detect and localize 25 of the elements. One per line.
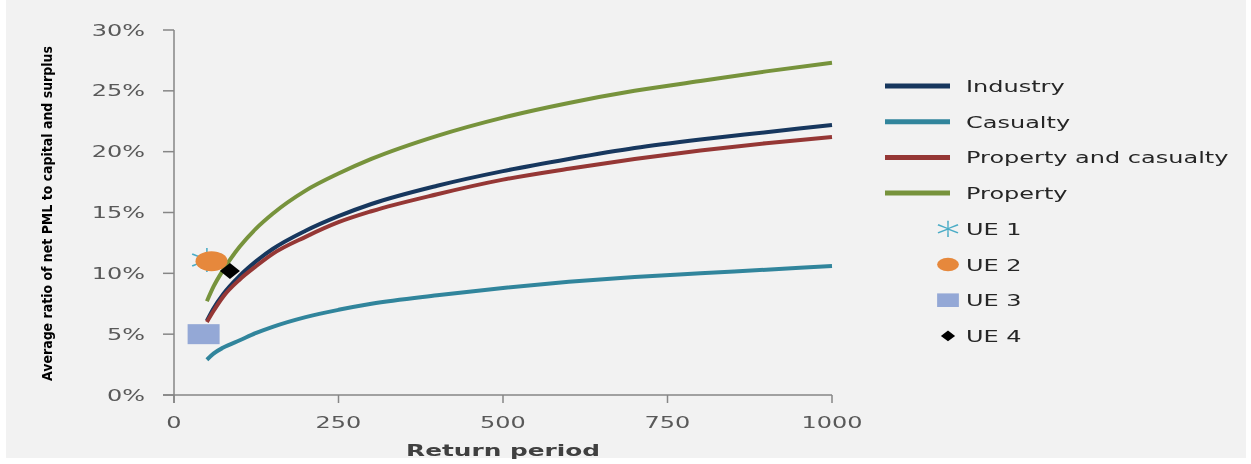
y-tick-label: 30% [91,21,145,40]
legend-label: UE 4 [966,327,1022,346]
legend-label: Property [966,184,1068,203]
y-tick-label: 5% [106,325,145,344]
legend-label: UE 1 [966,220,1022,239]
point [219,262,240,279]
x-tick-label: 750 [644,413,691,432]
line-series [204,264,834,362]
y-tick-label: 10% [91,264,145,283]
x-tick-label: 500 [480,413,526,432]
x-tick-label: 250 [315,413,362,432]
x-tick-label: 0 [166,413,182,432]
y-tick-label: 25% [91,82,145,101]
legend-label: UE 2 [966,256,1022,275]
legend-label: Casualty [966,113,1071,132]
legend-label: Industry [966,77,1065,96]
legend-label: UE 3 [966,291,1022,310]
y-tick-label: 20% [91,142,145,161]
y-tick-label: 15% [91,203,145,222]
y-axis-title: Average ratio of net PML to capital and surplus [39,46,56,381]
x-tick-label: 1000 [801,413,863,432]
x-axis-title: Return period [406,441,600,460]
line-series [204,60,834,304]
legend-label: Property and casualty [966,149,1229,168]
y-tick-label: 0% [106,386,145,405]
